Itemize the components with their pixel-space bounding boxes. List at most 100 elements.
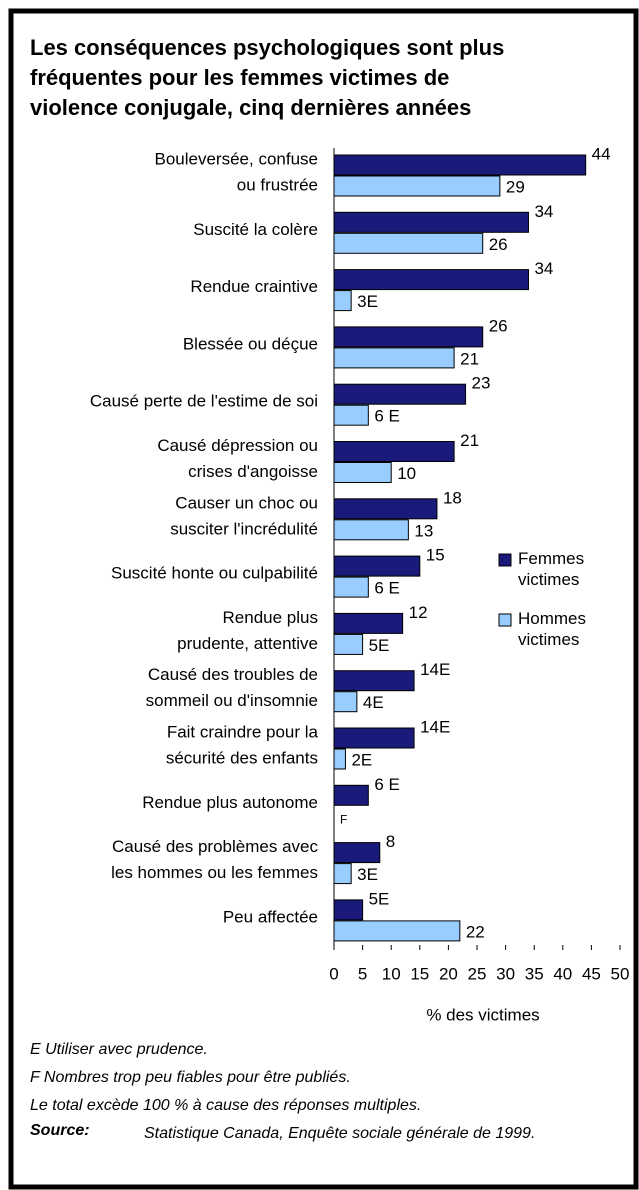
footnote: E Utiliser avec prudence. [30,1041,208,1058]
legend-swatch [498,553,512,567]
category-label: Causé des problèmes avec [112,837,319,856]
legend-swatch [498,613,512,627]
x-axis-title: % des victimes [426,1005,539,1024]
bar [333,920,461,942]
category-label: Rendue plus autonome [142,793,318,812]
category-label: Rendue plus [223,608,318,627]
category-label: Causé perte de l'estime de soi [90,392,318,411]
value-label: 4E [363,693,384,712]
bar [333,784,369,806]
category-label: crises d'angoisse [188,462,318,481]
source-text: Statistique Canada, Enquête sociale géné… [144,1125,536,1142]
bar [333,232,484,254]
value-label: 5E [369,889,390,908]
x-tick-label: 50 [611,964,630,983]
chart-title: violence conjugale, cinq dernières année… [30,95,471,120]
bar [333,441,455,462]
value-label: 34 [534,202,553,221]
category-label: sommeil ou d'insomnie [146,691,318,710]
bar [333,290,352,312]
category-label: Fait craindre pour la [167,722,319,741]
bar [333,519,409,541]
footnote: F Nombres trop peu fiables pour être pub… [30,1069,351,1086]
bar [333,269,529,291]
x-tick-label: 0 [329,964,338,983]
value-label: 6 E [374,775,400,794]
value-label: 34 [534,259,553,278]
category-label: Rendue craintive [190,277,318,296]
bar [333,404,369,426]
source-label: Source: [30,1122,90,1139]
value-label: 3E [357,292,378,311]
value-label: 3E [357,865,378,884]
value-label: 2E [351,750,372,769]
value-label: 44 [592,144,611,163]
bar [333,462,392,483]
value-label: 14E [420,660,450,679]
x-tick-label: 15 [410,964,429,983]
bar [333,383,467,405]
category-label: Causer un choc ou [175,493,318,512]
bar [333,899,364,921]
value-label: 12 [409,603,428,622]
legend-label: Hommes victimes [518,609,587,649]
x-tick-label: 10 [382,964,401,983]
bar [333,326,484,348]
value-label: 22 [466,922,485,941]
source: Source: Statistique Canada, Enquête soci… [30,1122,590,1148]
value-label: 8 [386,832,395,851]
frame [8,8,639,1190]
bar [333,842,381,864]
bar [333,347,455,369]
footnote: Le total excède 100 % à cause des répons… [30,1097,421,1114]
category-label: Suscité honte ou culpabilité [111,564,318,583]
value-label: 26 [489,235,508,254]
category-label: Peu affectée [223,907,318,926]
bar [333,633,364,655]
category-label: Causé dépression ou [157,436,318,455]
value-label: F [340,812,347,826]
x-tick-label: 35 [525,964,544,983]
value-label: 10 [397,464,416,483]
bar [333,748,346,770]
value-label: 23 [472,374,491,393]
chart-title: fréquentes pour les femmes victimes de [30,65,449,90]
bar [333,498,438,520]
category-label: Blessée ou déçue [183,334,318,353]
bar [333,691,358,713]
value-label: 29 [506,177,525,196]
category-label: Bouleversée, confuse [155,149,319,168]
value-label: 18 [443,488,462,507]
category-label: sécurité des enfants [166,748,318,767]
category-label: Suscité la colère [193,220,318,239]
x-tick-label: 40 [553,964,572,983]
value-label: 14E [420,717,450,736]
bar [333,670,415,692]
x-tick-label: 25 [468,964,487,983]
value-label: 26 [489,316,508,335]
value-label: 6 E [374,579,400,598]
value-label: 21 [460,349,479,368]
value-label: 21 [460,431,479,450]
x-tick-label: 45 [582,964,601,983]
bar [333,175,501,197]
category-label: les hommes ou les femmes [111,863,318,882]
bar [333,154,587,176]
bar [333,727,415,749]
x-tick-label: 5 [358,964,367,983]
bar [333,576,369,598]
chart-title: Les conséquences psychologiques sont plu… [30,35,504,60]
category-label: Causé des troubles de [148,665,318,684]
value-label: 6 E [374,407,400,426]
legend-label: Femmes victimes [518,549,585,589]
value-label: 15 [426,546,445,565]
bar [333,211,529,233]
value-label: 5E [369,636,390,655]
category-label: susciter l'incrédulité [170,519,318,538]
category-label: ou frustrée [237,175,318,194]
category-label: prudente, attentive [177,634,318,653]
bar [333,612,404,634]
bar [333,863,352,885]
